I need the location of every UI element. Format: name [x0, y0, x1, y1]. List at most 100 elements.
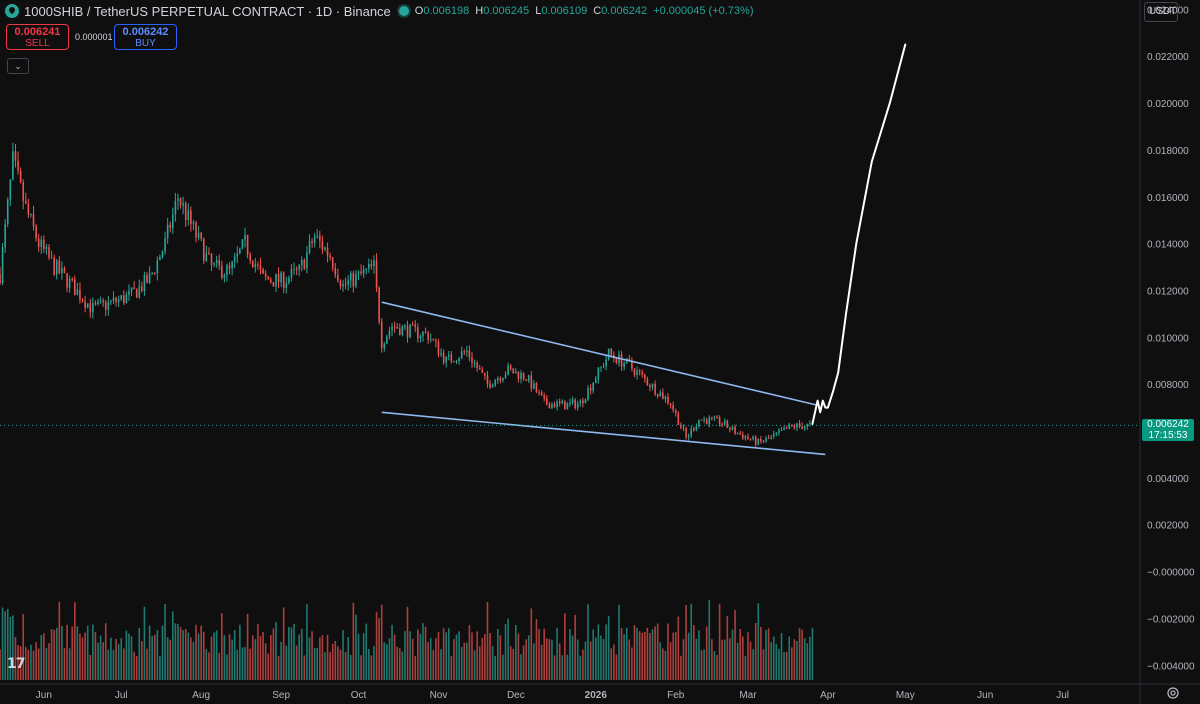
- candle-body: [793, 425, 796, 428]
- volume-bar: [125, 630, 128, 680]
- gear-icon[interactable]: [1166, 686, 1180, 700]
- volume-bar: [246, 613, 249, 680]
- volume-bar: [517, 633, 520, 680]
- volume-bar: [762, 649, 765, 680]
- candle-body: [45, 246, 48, 249]
- candle-body: [788, 424, 791, 429]
- chevron-down-icon: ⌄: [14, 61, 22, 71]
- sell-price: 0.006241: [14, 26, 61, 38]
- volume-bar: [535, 619, 538, 680]
- candle-body: [757, 438, 760, 445]
- y-tick-label: −0.004000: [1147, 661, 1195, 672]
- candle-body: [747, 436, 749, 439]
- volume-bar: [499, 635, 502, 680]
- candle-body: [631, 361, 633, 369]
- volume-bar: [471, 632, 473, 680]
- volume-bar: [182, 630, 184, 680]
- sell-label: SELL: [25, 38, 50, 49]
- candle-body: [102, 300, 104, 302]
- volume-bar: [473, 650, 476, 680]
- candle-body: [331, 257, 334, 268]
- volume-bar: [502, 654, 504, 680]
- volume-bar: [370, 655, 373, 680]
- candle-body: [564, 400, 566, 410]
- candle-body: [352, 272, 355, 287]
- candle-body: [422, 331, 424, 337]
- candle-body: [79, 289, 81, 300]
- symbol-title[interactable]: 1000SHIB / TetherUS PERPETUAL CONTRACT ·…: [24, 3, 391, 19]
- volume-bar: [633, 625, 636, 680]
- volume-bar: [179, 626, 182, 680]
- buy-button[interactable]: 0.006242 BUY: [114, 24, 177, 50]
- volume-bar: [30, 644, 32, 680]
- ohlc-readout: O0.006198 H0.006245 L0.006109 C0.006242 …: [415, 5, 757, 17]
- candle-body: [76, 289, 79, 296]
- volume-bar: [205, 649, 208, 680]
- volume-bar: [406, 606, 409, 680]
- volume-bar: [414, 655, 417, 680]
- candle-body: [125, 294, 128, 304]
- candle-body: [791, 424, 793, 426]
- candle-body: [166, 224, 169, 239]
- volume-bar: [463, 642, 466, 680]
- volume-bar: [504, 624, 507, 680]
- volume-bar: [6, 608, 9, 680]
- tradingview-logo-icon[interactable]: 17: [7, 656, 25, 672]
- volume-bar: [729, 638, 731, 680]
- candle-body: [66, 273, 68, 288]
- candle-body: [623, 363, 625, 367]
- candle-body: [378, 287, 380, 322]
- volume-bar: [649, 632, 651, 680]
- candle-body: [435, 340, 437, 342]
- candle-body: [716, 416, 718, 418]
- volume-bar: [760, 626, 762, 680]
- candle-body: [744, 436, 747, 439]
- candle-body: [801, 426, 803, 429]
- volume-bar: [37, 648, 40, 680]
- candle-body: [680, 425, 682, 428]
- candle-body: [295, 268, 298, 270]
- volume-bar: [251, 635, 254, 680]
- sell-button[interactable]: 0.006241 SELL: [6, 24, 69, 50]
- candle-body: [417, 327, 419, 339]
- volume-bar: [63, 647, 66, 680]
- candle-body: [259, 265, 262, 269]
- volume-bar: [32, 650, 35, 680]
- volume-bar: [716, 655, 718, 680]
- currency-selector[interactable]: USDT: [1144, 2, 1178, 22]
- volume-bar: [587, 604, 589, 680]
- candle-body: [344, 283, 347, 285]
- volume-bar: [723, 639, 726, 680]
- volume-bar: [290, 627, 293, 680]
- candle-body: [337, 274, 339, 281]
- volume-bar: [631, 647, 633, 680]
- y-tick-label: 0.020000: [1147, 99, 1189, 110]
- candle-body: [55, 260, 58, 275]
- candle-body: [329, 255, 331, 258]
- volume-bar: [264, 643, 267, 680]
- candle-body: [736, 433, 739, 435]
- candle-body: [587, 387, 589, 400]
- candle-body: [530, 375, 533, 389]
- volume-bar: [680, 655, 682, 680]
- candle-body: [594, 379, 597, 383]
- volume-bar: [233, 629, 236, 680]
- candle-body: [504, 374, 507, 378]
- volume-bar: [765, 630, 767, 680]
- volume-bar: [99, 635, 102, 680]
- candle-body: [445, 356, 447, 363]
- candle-body: [257, 264, 259, 266]
- volume-bar: [298, 634, 300, 680]
- candle-body: [685, 428, 687, 438]
- volume-bar: [654, 626, 656, 680]
- candle-body: [280, 272, 282, 283]
- candle-body: [473, 362, 476, 364]
- candle-body: [574, 399, 576, 409]
- volume-bar: [713, 651, 716, 680]
- candle-body: [669, 403, 672, 406]
- collapse-legend-button[interactable]: ⌄: [7, 58, 29, 74]
- candle-body: [272, 282, 275, 287]
- volume-bar: [213, 632, 215, 680]
- candle-body: [517, 371, 520, 380]
